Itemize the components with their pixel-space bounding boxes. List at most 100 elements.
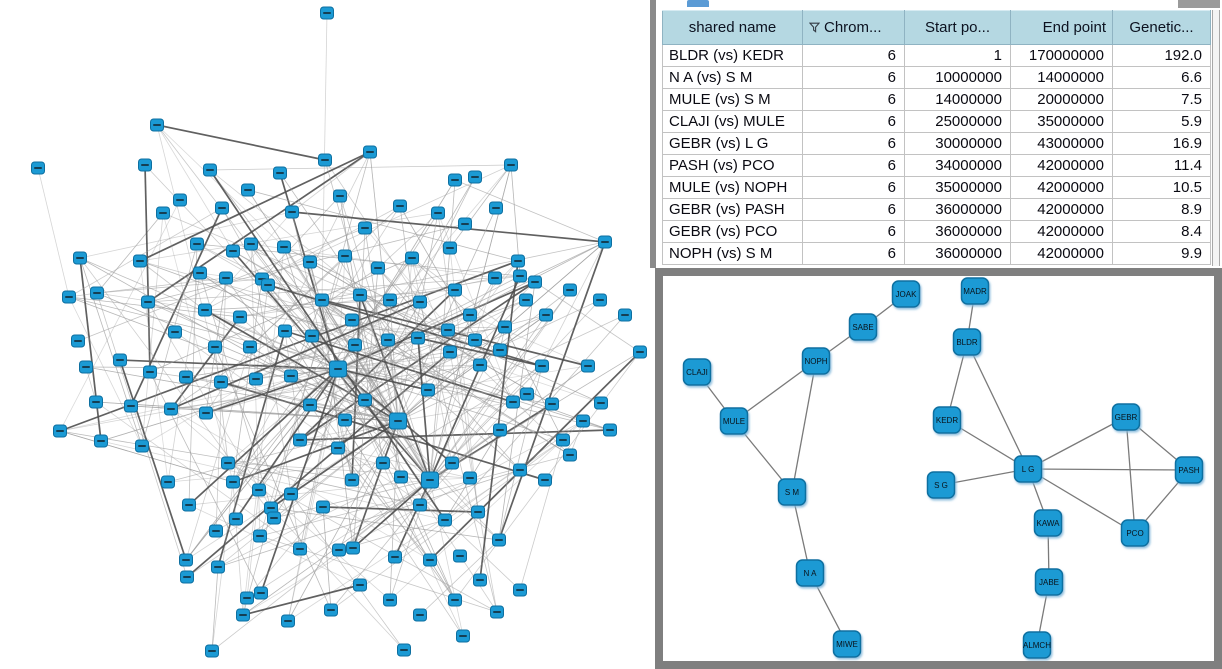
network-node[interactable] <box>405 251 419 265</box>
network-node[interactable] <box>133 254 147 268</box>
network-node[interactable] <box>62 290 76 304</box>
subnetwork-node-pash[interactable]: PASH <box>1174 456 1204 484</box>
network-node[interactable] <box>135 439 149 453</box>
network-node[interactable] <box>468 333 482 347</box>
network-node[interactable] <box>563 448 577 462</box>
network-node[interactable] <box>281 614 295 628</box>
network-node[interactable] <box>190 237 204 251</box>
network-node[interactable] <box>236 608 250 622</box>
network-node[interactable] <box>504 158 518 172</box>
network-node[interactable] <box>453 549 467 563</box>
network-node[interactable] <box>90 286 104 300</box>
network-node[interactable] <box>358 393 372 407</box>
network-node[interactable] <box>221 456 235 470</box>
network-node[interactable] <box>316 500 330 514</box>
network-node[interactable] <box>413 498 427 512</box>
network-node[interactable] <box>277 240 291 254</box>
network-node[interactable] <box>393 199 407 213</box>
network-node[interactable] <box>441 323 455 337</box>
column-header-end-point[interactable]: End point <box>1010 10 1113 45</box>
network-node[interactable] <box>581 359 595 373</box>
network-node[interactable] <box>71 334 85 348</box>
network-node[interactable] <box>488 271 502 285</box>
network-node[interactable] <box>179 370 193 384</box>
table-row[interactable]: NOPH (vs) S M 6 36000000 42000000 9.9 <box>662 242 1211 265</box>
table-row[interactable]: GEBR (vs) PCO 6 36000000 42000000 8.4 <box>662 220 1211 243</box>
network-node[interactable] <box>226 244 240 258</box>
vertical-scrollbar-track[interactable] <box>1212 10 1220 266</box>
table-row[interactable]: PASH (vs) PCO 6 34000000 42000000 11.4 <box>662 154 1211 177</box>
network-node[interactable] <box>576 414 590 428</box>
network-node[interactable] <box>519 293 533 307</box>
table-row[interactable]: GEBR (vs) PASH 6 36000000 42000000 8.9 <box>662 198 1211 221</box>
network-node[interactable] <box>345 313 359 327</box>
table-row[interactable]: GEBR (vs) L G 6 30000000 43000000 16.9 <box>662 132 1211 155</box>
network-node[interactable] <box>331 441 345 455</box>
network-node[interactable] <box>493 343 507 357</box>
subnetwork-node-noph[interactable]: NOPH <box>801 347 831 375</box>
network-node[interactable] <box>199 406 213 420</box>
network-node[interactable] <box>143 365 157 379</box>
network-node[interactable] <box>593 293 607 307</box>
subnetwork-node-joak[interactable]: JOAK <box>891 280 921 308</box>
subnetwork-node-bldr[interactable]: BLDR <box>952 328 982 356</box>
network-node[interactable] <box>381 333 395 347</box>
panel-splitter[interactable] <box>650 0 656 268</box>
network-node[interactable] <box>448 593 462 607</box>
network-node[interactable] <box>345 473 359 487</box>
network-node[interactable] <box>545 397 559 411</box>
network-node[interactable] <box>498 320 512 334</box>
subnetwork-node-gebr[interactable]: GEBR <box>1111 403 1141 431</box>
network-node[interactable] <box>73 251 87 265</box>
network-node[interactable] <box>240 591 254 605</box>
network-node[interactable] <box>193 266 207 280</box>
network-node[interactable] <box>211 560 225 574</box>
network-node[interactable] <box>353 288 367 302</box>
network-node[interactable] <box>94 434 108 448</box>
network-node[interactable] <box>203 163 217 177</box>
network-node[interactable] <box>358 221 372 235</box>
network-node[interactable] <box>338 413 352 427</box>
network-node[interactable] <box>346 541 360 555</box>
network-node[interactable] <box>249 372 263 386</box>
network-node[interactable] <box>318 153 332 167</box>
table-row[interactable]: N A (vs) S M 6 10000000 14000000 6.6 <box>662 66 1211 89</box>
network-node[interactable] <box>463 471 477 485</box>
table-row[interactable]: MULE (vs) S M 6 14000000 20000000 7.5 <box>662 88 1211 111</box>
network-node[interactable] <box>150 118 164 132</box>
network-node[interactable] <box>179 553 193 567</box>
table-row[interactable]: MULE (vs) NOPH 6 35000000 42000000 10.5 <box>662 176 1211 199</box>
network-node[interactable] <box>538 473 552 487</box>
network-node[interactable] <box>214 375 228 389</box>
network-node[interactable] <box>273 166 287 180</box>
subnetwork-node-mule[interactable]: MULE <box>719 407 749 435</box>
network-node[interactable] <box>278 324 292 338</box>
network-node[interactable] <box>303 398 317 412</box>
network-node[interactable] <box>226 475 240 489</box>
network-node[interactable] <box>513 583 527 597</box>
main-network-view[interactable] <box>0 0 650 669</box>
network-node[interactable] <box>293 542 307 556</box>
network-node[interactable] <box>164 402 178 416</box>
network-node[interactable] <box>285 205 299 219</box>
network-node[interactable] <box>473 573 487 587</box>
network-node[interactable] <box>293 433 307 447</box>
network-node[interactable] <box>261 278 275 292</box>
subnetwork-node-kawa[interactable]: KAWA <box>1033 509 1063 537</box>
subnetwork-node-kedr[interactable]: KEDR <box>932 406 962 434</box>
table-row[interactable]: BLDR (vs) KEDR 6 1 170000000 192.0 <box>662 44 1211 67</box>
network-node[interactable] <box>173 193 187 207</box>
subnetwork-node-sabe[interactable]: SABE <box>848 313 878 341</box>
network-node[interactable] <box>209 524 223 538</box>
network-node[interactable] <box>182 498 196 512</box>
network-node[interactable] <box>539 308 553 322</box>
subnetwork-node-s-m[interactable]: S M <box>777 478 807 506</box>
network-node[interactable] <box>208 340 222 354</box>
subnetwork-node-s-g[interactable]: S G <box>926 471 956 499</box>
network-node[interactable] <box>438 513 452 527</box>
network-node[interactable] <box>219 271 233 285</box>
network-node[interactable] <box>79 360 93 374</box>
tab-indicator[interactable] <box>687 0 709 7</box>
subnetwork-node-pco[interactable]: PCO <box>1120 519 1150 547</box>
network-node[interactable] <box>389 412 407 430</box>
